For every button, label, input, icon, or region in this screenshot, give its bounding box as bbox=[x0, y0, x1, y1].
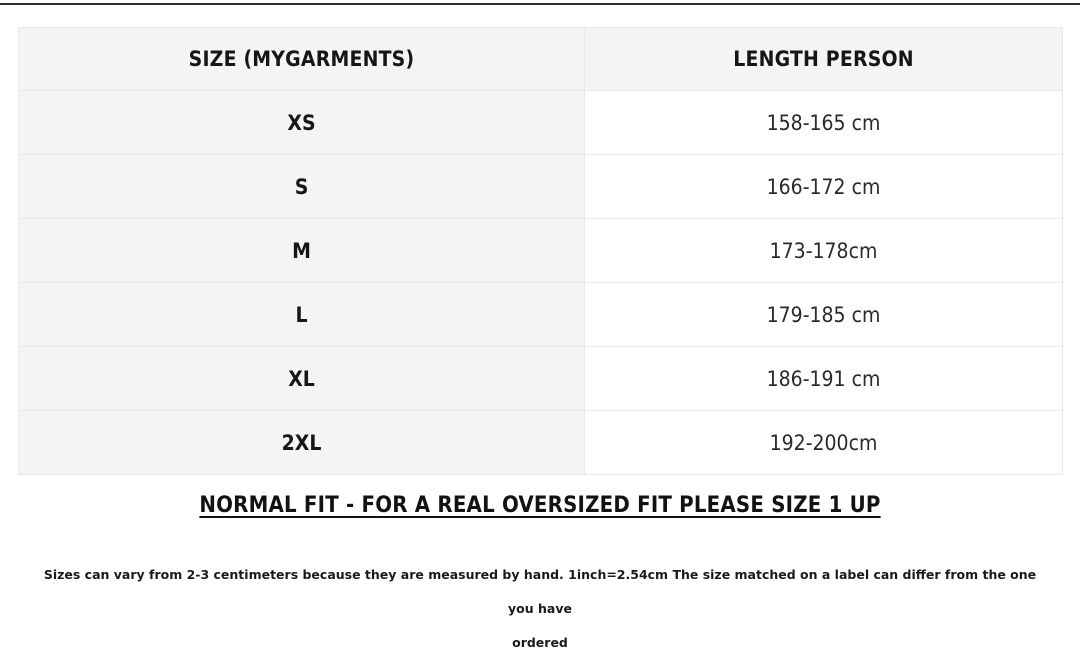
table-row: XL 186-191 cm bbox=[18, 346, 1063, 411]
fine-print-line-1: Sizes can vary from 2-3 centimeters beca… bbox=[43, 567, 1037, 616]
size-chart-table-container: SIZE (MYGARMENTS) LENGTH PERSON XS 158-1… bbox=[18, 27, 1063, 475]
fit-note: NORMAL FIT - FOR A REAL OVERSIZED FIT PL… bbox=[0, 493, 1080, 518]
fine-print-note: Sizes can vary from 2-3 centimeters beca… bbox=[40, 558, 1040, 660]
cell-size: XL bbox=[18, 346, 585, 411]
fit-note-text: NORMAL FIT - FOR A REAL OVERSIZED FIT PL… bbox=[199, 493, 881, 518]
cell-size: S bbox=[18, 154, 585, 219]
table-header: SIZE (MYGARMENTS) LENGTH PERSON bbox=[18, 27, 1063, 91]
column-header-length: LENGTH PERSON bbox=[584, 27, 1063, 91]
cell-size: XS bbox=[18, 90, 585, 155]
cell-length: 186-191 cm bbox=[584, 346, 1063, 411]
cell-length: 158-165 cm bbox=[584, 90, 1063, 155]
cell-length: 179-185 cm bbox=[584, 282, 1063, 347]
cell-size: 2XL bbox=[18, 410, 585, 475]
table-row: L 179-185 cm bbox=[18, 282, 1063, 347]
table-row: XS 158-165 cm bbox=[18, 90, 1063, 155]
table-body: XS 158-165 cm S 166-172 cm M 173-178cm L… bbox=[18, 90, 1063, 475]
size-chart-table: SIZE (MYGARMENTS) LENGTH PERSON XS 158-1… bbox=[18, 27, 1063, 475]
fine-print-line-2: ordered bbox=[512, 635, 568, 650]
cell-length: 173-178cm bbox=[584, 218, 1063, 283]
table-row: M 173-178cm bbox=[18, 218, 1063, 283]
top-divider-rule bbox=[0, 3, 1080, 5]
table-header-row: SIZE (MYGARMENTS) LENGTH PERSON bbox=[18, 27, 1063, 91]
cell-size: L bbox=[18, 282, 585, 347]
column-header-size: SIZE (MYGARMENTS) bbox=[18, 27, 585, 91]
table-row: S 166-172 cm bbox=[18, 154, 1063, 219]
cell-size: M bbox=[18, 218, 585, 283]
table-row: 2XL 192-200cm bbox=[18, 410, 1063, 475]
cell-length: 166-172 cm bbox=[584, 154, 1063, 219]
cell-length: 192-200cm bbox=[584, 410, 1063, 475]
